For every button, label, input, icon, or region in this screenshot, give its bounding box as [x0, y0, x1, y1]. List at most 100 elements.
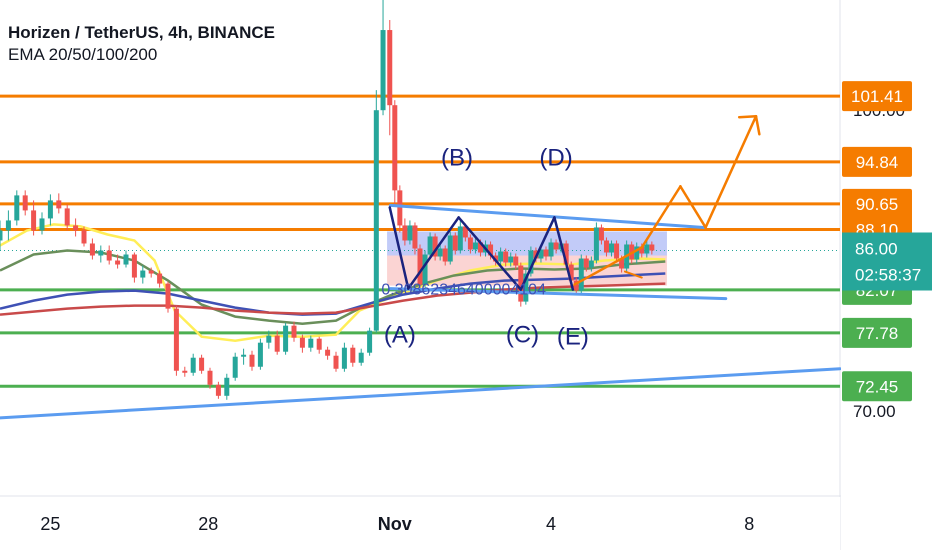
candle-body-38 [316, 338, 322, 350]
candle-body-10 [81, 230, 87, 244]
pattern-leg-1 [406, 216, 460, 290]
candle-body-56 [432, 236, 438, 257]
candle-body-29 [241, 354, 247, 357]
pattern-label-3: (D) [539, 144, 572, 171]
candle-body-25 [207, 370, 213, 385]
candle-body-77 [538, 249, 544, 259]
x-tick-3: 4 [546, 514, 556, 534]
candle-body-21 [173, 308, 179, 371]
current-price-badge [842, 232, 932, 291]
indicator-label: EMA 20/50/100/200 [8, 45, 158, 64]
price-badge-label-2: 90.65 [856, 195, 899, 214]
candle-body-90 [603, 240, 609, 253]
candle-body-51 [407, 225, 413, 241]
candle-body-26 [215, 384, 221, 396]
candle-body-71 [508, 256, 514, 263]
candle-body-0 [0, 230, 3, 241]
candle-body-5 [39, 218, 45, 231]
candle-body-3 [22, 195, 28, 211]
candle-body-17 [140, 270, 146, 278]
x-tick-1: 28 [198, 514, 218, 534]
candle-body-4 [31, 210, 37, 231]
price-badge-label-5: 77.78 [856, 324, 899, 343]
candle-body-52 [412, 225, 418, 249]
candle-body-64 [472, 242, 478, 250]
chart-legend: Horizen / TetherUS, 4h, BINANCE EMA 20/5… [8, 22, 275, 66]
candle-body-78 [543, 249, 549, 257]
candle-body-75 [528, 250, 534, 274]
candle-body-16 [131, 254, 137, 278]
candle-body-35 [291, 325, 297, 338]
candle-body-6 [47, 200, 53, 219]
candle-body-37 [308, 338, 314, 348]
candle-body-55 [427, 236, 433, 255]
candle-body-23 [190, 357, 196, 373]
candle-body-74 [523, 273, 529, 302]
projection-leg-3 [704, 114, 758, 229]
price-badge-5 [842, 317, 912, 348]
candle-body-33 [274, 335, 280, 352]
candle-body-85 [578, 258, 584, 291]
candle-body-57 [437, 248, 443, 257]
candle-body-69 [498, 251, 504, 262]
time-axis-bg [0, 497, 840, 550]
candle-body-54 [422, 254, 428, 285]
price-badge-6 [842, 371, 912, 402]
pattern-label-0: (A) [384, 322, 416, 349]
candle-body-28 [232, 356, 238, 378]
current-price-label: 86.00 [855, 240, 898, 259]
candle-body-96 [634, 246, 640, 260]
chart-title: Horizen / TetherUS, 4h, BINANCE [8, 23, 275, 42]
triangle-lower-line [388, 287, 728, 301]
candle-body-8 [64, 208, 70, 226]
candle-body-91 [609, 243, 615, 253]
projection-leg-2 [679, 185, 707, 229]
candle-body-2 [14, 195, 20, 221]
candle-body-27 [224, 377, 230, 396]
candle-body-89 [598, 227, 604, 241]
candle-body-46 [380, 30, 386, 111]
x-tick-2: Nov [378, 514, 412, 534]
candle-body-48 [392, 105, 398, 191]
candle-body-12 [98, 250, 104, 256]
pattern-leg-0 [388, 206, 410, 290]
candle-body-93 [619, 258, 625, 269]
candle-body-60 [452, 235, 458, 251]
candle-body-41 [341, 347, 347, 369]
candle-body-73 [518, 265, 524, 302]
projection-leg-0 [573, 246, 644, 286]
candle-body-11 [89, 243, 95, 256]
pattern-label-4: (E) [557, 324, 589, 351]
candle-body-92 [614, 243, 620, 259]
long-trendline [0, 367, 842, 420]
candle-body-39 [325, 349, 331, 356]
drawing-annotation: 0.30862346400004104 [381, 282, 546, 299]
candle-body-47 [387, 30, 393, 106]
candle-body-32 [266, 335, 272, 343]
candle-body-49 [397, 190, 403, 226]
candle-body-53 [417, 248, 423, 285]
projection-arrowhead-left [737, 114, 758, 119]
y-tick-1: 70.00 [853, 402, 896, 421]
candle-body-67 [488, 244, 494, 256]
candle-body-36 [299, 337, 305, 348]
candle-body-44 [367, 330, 373, 353]
candle-body-40 [333, 355, 339, 369]
pattern-leg-3 [519, 216, 556, 291]
countdown-label: 02:58:37 [855, 266, 921, 285]
candle-body-7 [56, 200, 62, 209]
candle-body-18 [148, 270, 154, 274]
projection-leg-1 [640, 185, 682, 249]
candle-body-84 [573, 280, 579, 291]
candle-body-63 [467, 237, 473, 250]
label-layer: (A) (B) (C) (D) (E) 0.30862346400004104 [381, 144, 589, 350]
price-badge-label-1: 94.84 [856, 153, 899, 172]
candle-body-14 [115, 260, 121, 265]
candle-body-31 [257, 342, 263, 367]
projection-tick [623, 270, 643, 279]
pattern-leg-4 [553, 216, 575, 291]
candle-body-42 [350, 347, 356, 363]
